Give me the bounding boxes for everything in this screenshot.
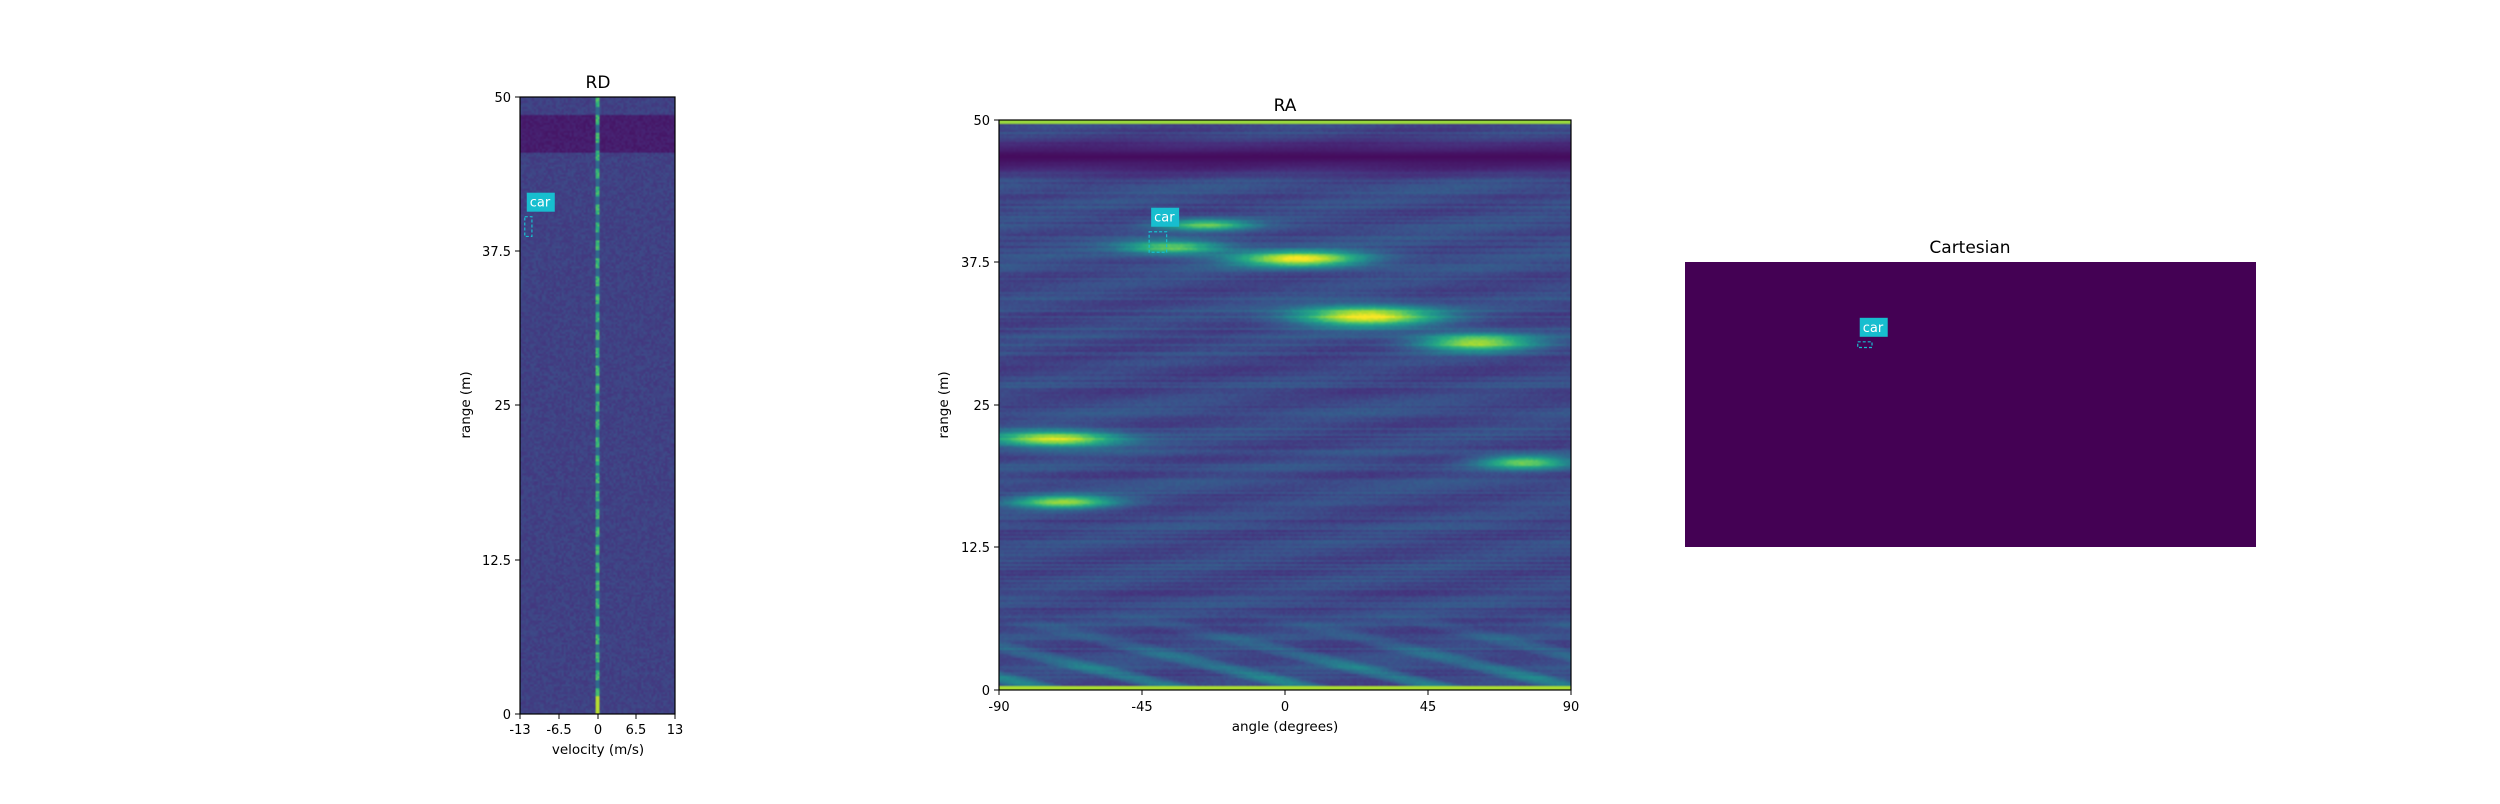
rd-xlabel: velocity (m/s) [552,742,644,758]
ra-xtick-label: -45 [1131,700,1152,715]
rd-ytick-label: 0 [503,708,511,723]
rd-title: RD [586,73,611,93]
ra-ylabel: range (m) [936,371,952,438]
cartesian-title: Cartesian [1929,238,2010,258]
ra-xtick-label: 90 [1563,700,1580,715]
rd-panel: RD 0 12.5 25 37.5 50 range (m) [458,73,683,758]
ra-detection-box [1148,231,1168,253]
cartesian-heatmap [1685,262,2256,547]
rd-heatmap [520,97,675,714]
cartesian-detection-car: car [1857,317,1888,349]
rd-x-axis: -13 -6.5 0 6.5 13 velocity (m/s) [509,714,683,758]
ra-ytick-label: 0 [982,684,990,699]
ra-xtick-label: -90 [988,700,1009,715]
ra-heatmap [999,120,1571,690]
rd-ylabel: range (m) [458,371,474,438]
ra-ytick-label: 37.5 [961,256,990,271]
ra-xtick-label: 45 [1420,700,1437,715]
rd-ytick-label: 25 [494,399,511,414]
ra-ytick-label: 12.5 [961,541,990,556]
ra-y-axis: 0 12.5 25 37.5 50 range (m) [936,114,999,699]
cartesian-detection-label: car [1863,321,1884,336]
ra-panel: RA 0 12.5 25 37.5 50 range (m) [936,96,1579,735]
rd-ytick-label: 12.5 [482,554,511,569]
rd-xtick-label: -13 [509,723,530,738]
cartesian-detection-box [1857,341,1873,349]
cartesian-detection-label-bg [1859,317,1888,337]
ra-xtick-label: 0 [1281,700,1289,715]
rd-xtick-label: 13 [667,723,684,738]
rd-y-axis: 0 12.5 25 37.5 50 range (m) [458,91,520,723]
ra-ytick-label: 25 [973,399,990,414]
ra-xlabel: angle (degrees) [1232,719,1339,735]
ra-detection-label-bg [1151,207,1180,227]
ra-title: RA [1274,96,1297,116]
rd-ytick-label: 50 [494,91,511,106]
rd-xtick-label: 6.5 [626,723,647,738]
cartesian-panel: Cartesian car [1685,238,2256,547]
rd-detection-label-bg [526,192,555,212]
rd-detection-label: car [530,196,551,211]
ra-detection-label: car [1154,211,1175,226]
rd-detection-box [524,216,533,238]
ra-detection-car: car [1148,207,1180,253]
rd-xtick-label: -6.5 [546,723,571,738]
ra-x-axis: -90 -45 0 45 90 angle (degrees) [988,690,1579,735]
rd-xtick-label: 0 [594,723,602,738]
rd-detection-car: car [524,192,555,238]
ra-ytick-label: 50 [973,114,990,129]
rd-ytick-label: 37.5 [482,245,511,260]
